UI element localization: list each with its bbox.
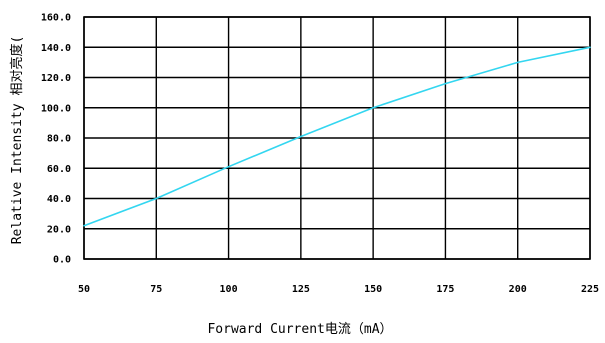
x-tick-label: 225: [581, 284, 599, 295]
y-tick-label: 160.0: [41, 13, 71, 24]
x-axis-label: Forward Current电流（mA）: [207, 322, 392, 337]
x-tick-labels: 50 75 100 125 150 175 200 225: [78, 284, 599, 295]
y-tick-label: 80.0: [47, 134, 71, 145]
y-tick-label: 0.0: [53, 255, 71, 266]
data-point: [444, 82, 447, 85]
y-tick-label: 60.0: [47, 164, 71, 175]
data-point: [155, 197, 158, 200]
grid: [83, 16, 591, 260]
x-tick-label: 200: [509, 284, 527, 295]
y-tick-label: 100.0: [41, 103, 71, 114]
series-group: [83, 46, 591, 227]
y-tick-label: 120.0: [41, 73, 71, 84]
plot-frame: [83, 16, 591, 260]
y-axis-label: Relative Intensity 相对亮度(: [9, 36, 25, 245]
x-tick-label: 50: [78, 284, 90, 295]
data-point: [227, 165, 230, 168]
data-point: [83, 224, 85, 227]
x-tick-label: 150: [364, 284, 382, 295]
y-tick-label: 40.0: [47, 194, 71, 205]
series-line: [83, 46, 591, 227]
y-tick-label: 140.0: [41, 43, 71, 54]
y-tick-label: 20.0: [47, 224, 71, 235]
x-tick-label: 100: [220, 284, 238, 295]
data-point: [300, 135, 302, 138]
x-tick-label: 175: [436, 284, 454, 295]
data-point: [589, 46, 591, 49]
data-point: [372, 106, 374, 109]
x-tick-label: 75: [150, 284, 162, 295]
x-tick-label: 125: [292, 284, 310, 295]
y-tick-labels: 0.0 20.0 40.0 60.0 80.0 100.0 120.0 140.0 160.0: [41, 13, 71, 266]
data-point: [516, 61, 519, 64]
